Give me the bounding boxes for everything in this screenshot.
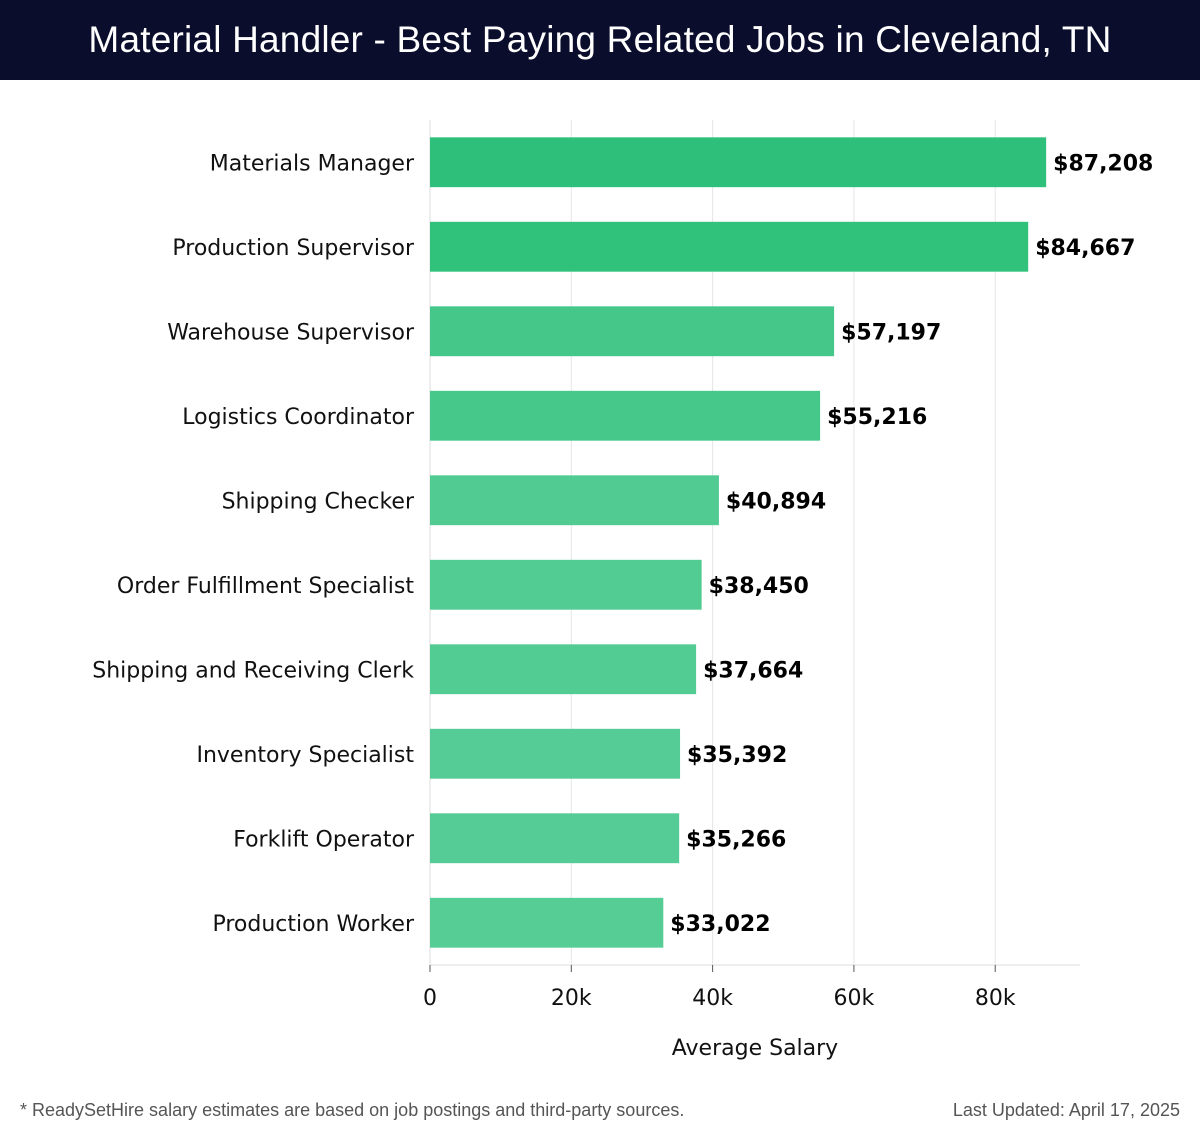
category-label: Forklift Operator [233,827,415,852]
x-tick-label: 80k [975,986,1016,1011]
data-label: $35,392 [687,743,787,768]
data-label: $55,216 [827,405,927,430]
category-label: Shipping Checker [222,489,415,514]
category-label: Inventory Specialist [196,743,414,768]
bar [430,728,681,779]
bar [430,137,1047,188]
x-tick-label: 60k [834,986,875,1011]
bar [430,221,1029,272]
category-label: Warehouse Supervisor [167,320,415,345]
bar [430,559,702,610]
bar [430,306,835,357]
data-label: $84,667 [1035,236,1135,261]
data-label: $35,266 [686,827,786,852]
last-updated: Last Updated: April 17, 2025 [952,1100,1180,1120]
category-label: Production Worker [212,912,415,937]
bar [430,813,680,864]
data-label: $40,894 [726,489,826,514]
data-label: $33,022 [670,912,770,937]
x-tick-label: 20k [551,986,592,1011]
bar [430,897,664,948]
data-label: $57,197 [841,320,941,345]
x-axis-title: Average Salary [672,1036,838,1061]
data-label: $87,208 [1053,151,1153,176]
source-footnote: * ReadySetHire salary estimates are base… [20,1100,685,1120]
bar [430,390,821,441]
chart-header: Material Handler - Best Paying Related J… [0,0,1200,80]
bar [430,644,697,695]
chart-title: Material Handler - Best Paying Related J… [88,19,1112,60]
x-tick-label: 40k [692,986,733,1011]
category-label: Logistics Coordinator [182,405,415,430]
bar [430,475,719,526]
category-label: Order Fulfillment Specialist [117,574,414,599]
data-label: $37,664 [703,658,803,683]
category-label: Production Supervisor [172,236,415,261]
salary-bar-chart: Materials Manager $87,208 Production Super… [92,120,1153,1061]
category-label: Materials Manager [210,151,415,176]
data-label: $38,450 [709,574,809,599]
category-label: Shipping and Receiving Clerk [92,658,414,683]
x-tick-label: 0 [423,986,437,1011]
